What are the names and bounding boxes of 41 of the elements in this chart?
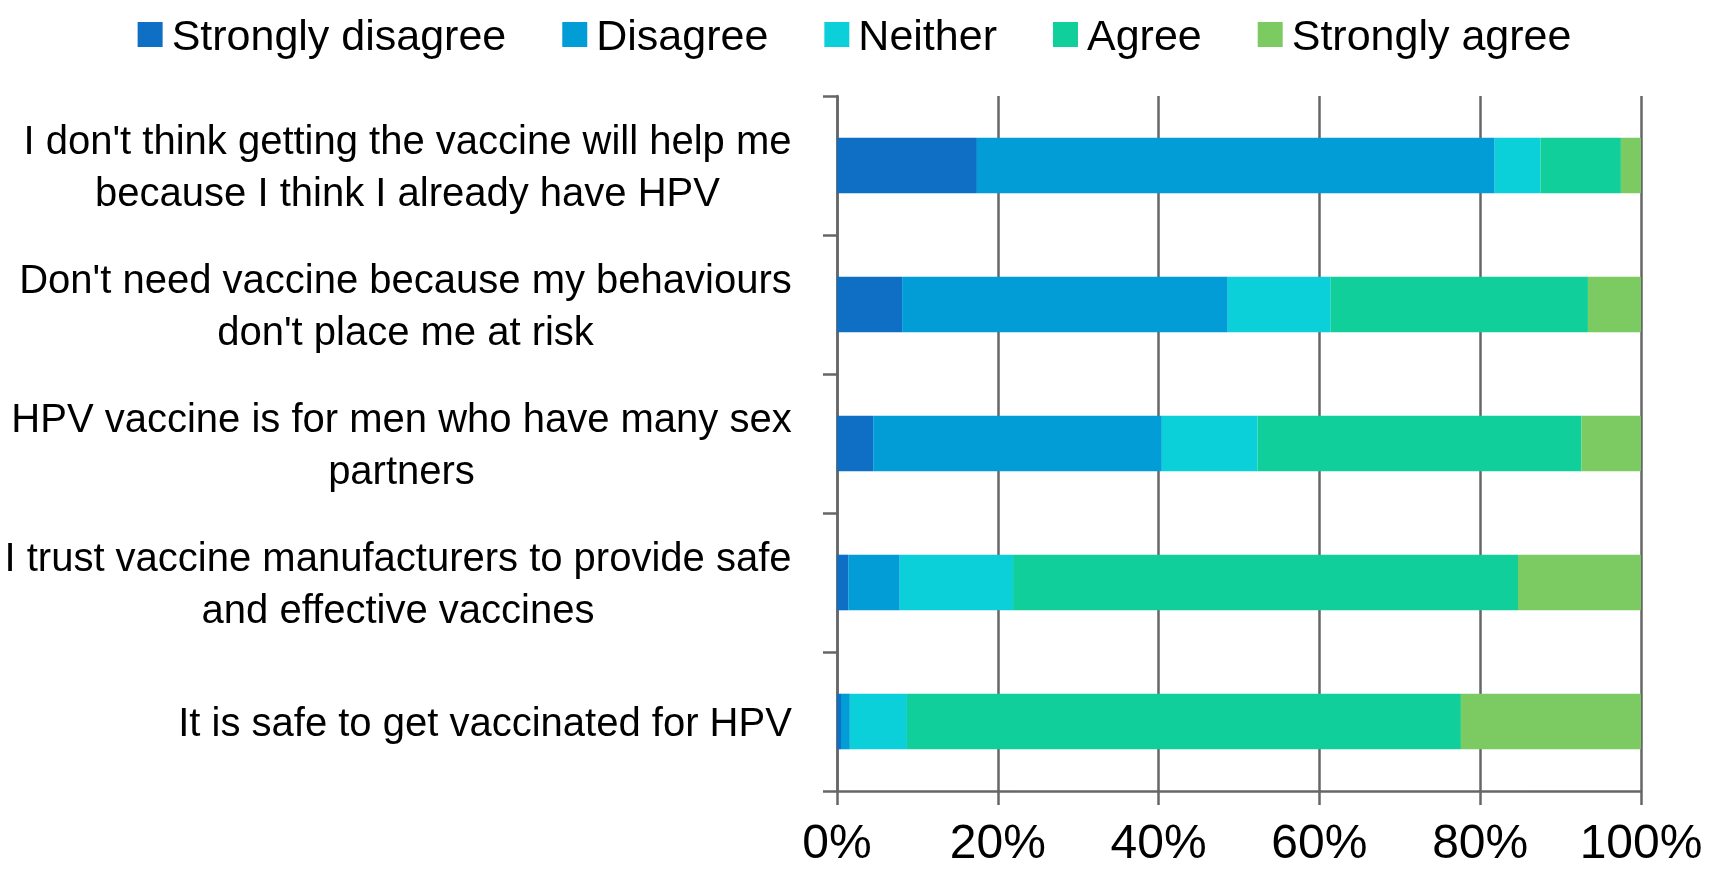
y-tick-label: Don't need vaccine because my behaviours don't place me at risk — [19, 256, 792, 353]
bar — [1587, 276, 1641, 333]
bar — [1460, 693, 1641, 750]
x-tick-label: 20% — [949, 814, 1046, 868]
bar — [837, 554, 849, 611]
y-tick-label: HPV vaccine is for men who have many sex partners — [11, 395, 792, 492]
bar — [837, 693, 842, 750]
legend-label: Disagree — [596, 10, 769, 59]
bar — [841, 693, 850, 750]
x-tick-label: 100% — [1579, 814, 1703, 868]
bar — [849, 693, 907, 750]
bar — [837, 276, 903, 333]
x-tick-label: 0% — [802, 814, 872, 868]
bar — [848, 554, 900, 611]
bar — [1540, 137, 1621, 194]
y-tick-label: I don't think getting the vaccine will help me because I think I already have HPV — [23, 117, 792, 214]
legend-label: Neither — [858, 10, 997, 59]
x-tick-label: 60% — [1271, 814, 1368, 868]
bar — [1581, 415, 1641, 472]
bar — [837, 137, 977, 194]
legend-label: Strongly agree — [1291, 10, 1572, 59]
bar — [1161, 415, 1258, 472]
bar — [1257, 415, 1582, 472]
y-tick-label: I trust vaccine manufacturers to provide safe and effective vaccines — [4, 534, 792, 631]
bar — [906, 693, 1461, 750]
x-tick-label: 40% — [1110, 814, 1207, 868]
bar — [1227, 276, 1331, 333]
bar — [1013, 554, 1518, 611]
x-tick-label: 80% — [1432, 814, 1529, 868]
bar — [873, 415, 1162, 472]
y-tick-label: It is safe to get vaccinated for HPV — [178, 699, 793, 744]
bar — [1494, 137, 1541, 194]
bar — [1620, 137, 1641, 194]
bar — [899, 554, 1014, 611]
bar — [1330, 276, 1588, 333]
bar — [1517, 554, 1641, 611]
bar — [976, 137, 1495, 194]
bar — [902, 276, 1228, 333]
bar — [837, 415, 874, 472]
legend-label: Agree — [1086, 10, 1202, 59]
legend-label: Strongly disagree — [171, 10, 507, 59]
